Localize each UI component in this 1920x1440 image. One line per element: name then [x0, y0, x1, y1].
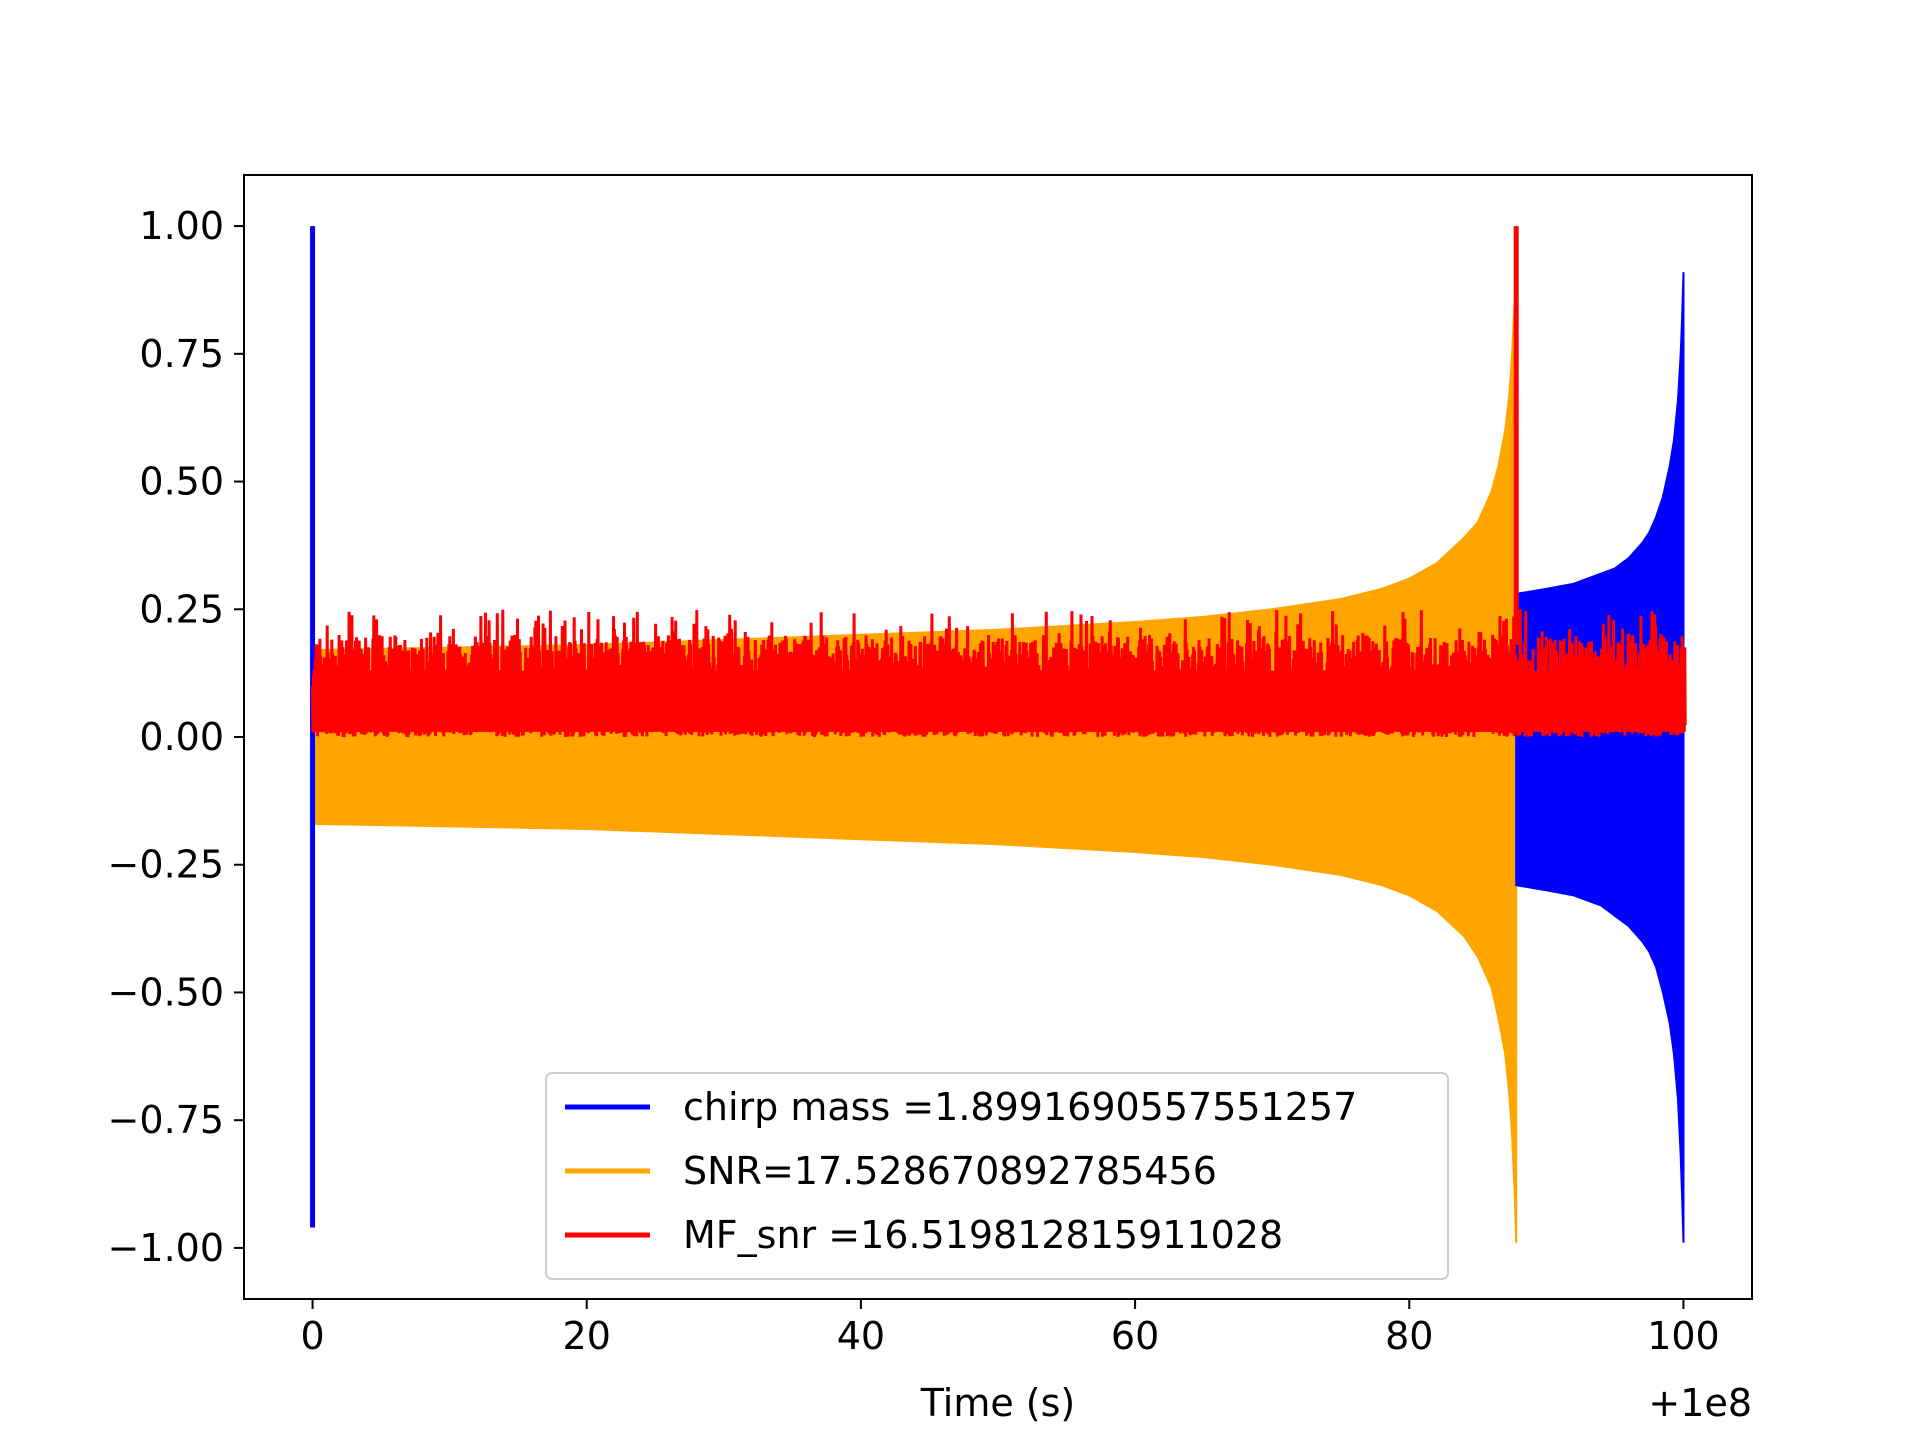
y-tick-label: 0.00	[139, 715, 224, 759]
y-axis: 1.00 0.75 0.50 0.25 0.00 −0.25 −0.50 −0.75 −1.00	[108, 204, 244, 1270]
x-tick-label: 40	[837, 1314, 885, 1358]
x-tick-label: 0	[300, 1314, 324, 1358]
x-axis-label: Time (s)	[920, 1381, 1076, 1425]
x-tick-label: 80	[1385, 1314, 1433, 1358]
series-snr-envelope	[311, 236, 1518, 1243]
legend-box	[545, 1072, 1449, 1280]
x-offset-label: +1e8	[1648, 1381, 1752, 1425]
y-tick-label: 0.75	[139, 332, 224, 376]
y-tick-label: −0.25	[108, 843, 224, 887]
plot-area	[310, 226, 1687, 1243]
y-tick-label: −1.00	[108, 1226, 224, 1270]
x-axis: 0 20 40 60 80 100	[300, 1299, 1720, 1358]
x-tick-label: 20	[563, 1314, 611, 1358]
series-layer	[310, 226, 1687, 1243]
legend-label-chirp-mass: chirp mass =1.8991690557551257	[683, 1085, 1357, 1129]
x-tick-label: 100	[1647, 1314, 1720, 1358]
y-tick-label: −0.75	[108, 1098, 224, 1142]
legend-label-snr: SNR=17.528670892785456	[683, 1149, 1217, 1193]
y-tick-label: −0.50	[108, 970, 224, 1014]
legend: chirp mass =1.8991690557551257 SNR=17.52…	[545, 1072, 1449, 1280]
y-tick-label: 1.00	[139, 204, 224, 248]
x-tick-label: 60	[1111, 1314, 1159, 1358]
series-mf-snr-core	[312, 670, 1685, 732]
y-tick-label: 0.50	[139, 460, 224, 504]
y-tick-label: 0.25	[139, 587, 224, 631]
series-chirp-mass-envelope	[1515, 272, 1685, 1243]
legend-label-mf-snr: MF_snr =16.519812815911028	[683, 1213, 1283, 1257]
